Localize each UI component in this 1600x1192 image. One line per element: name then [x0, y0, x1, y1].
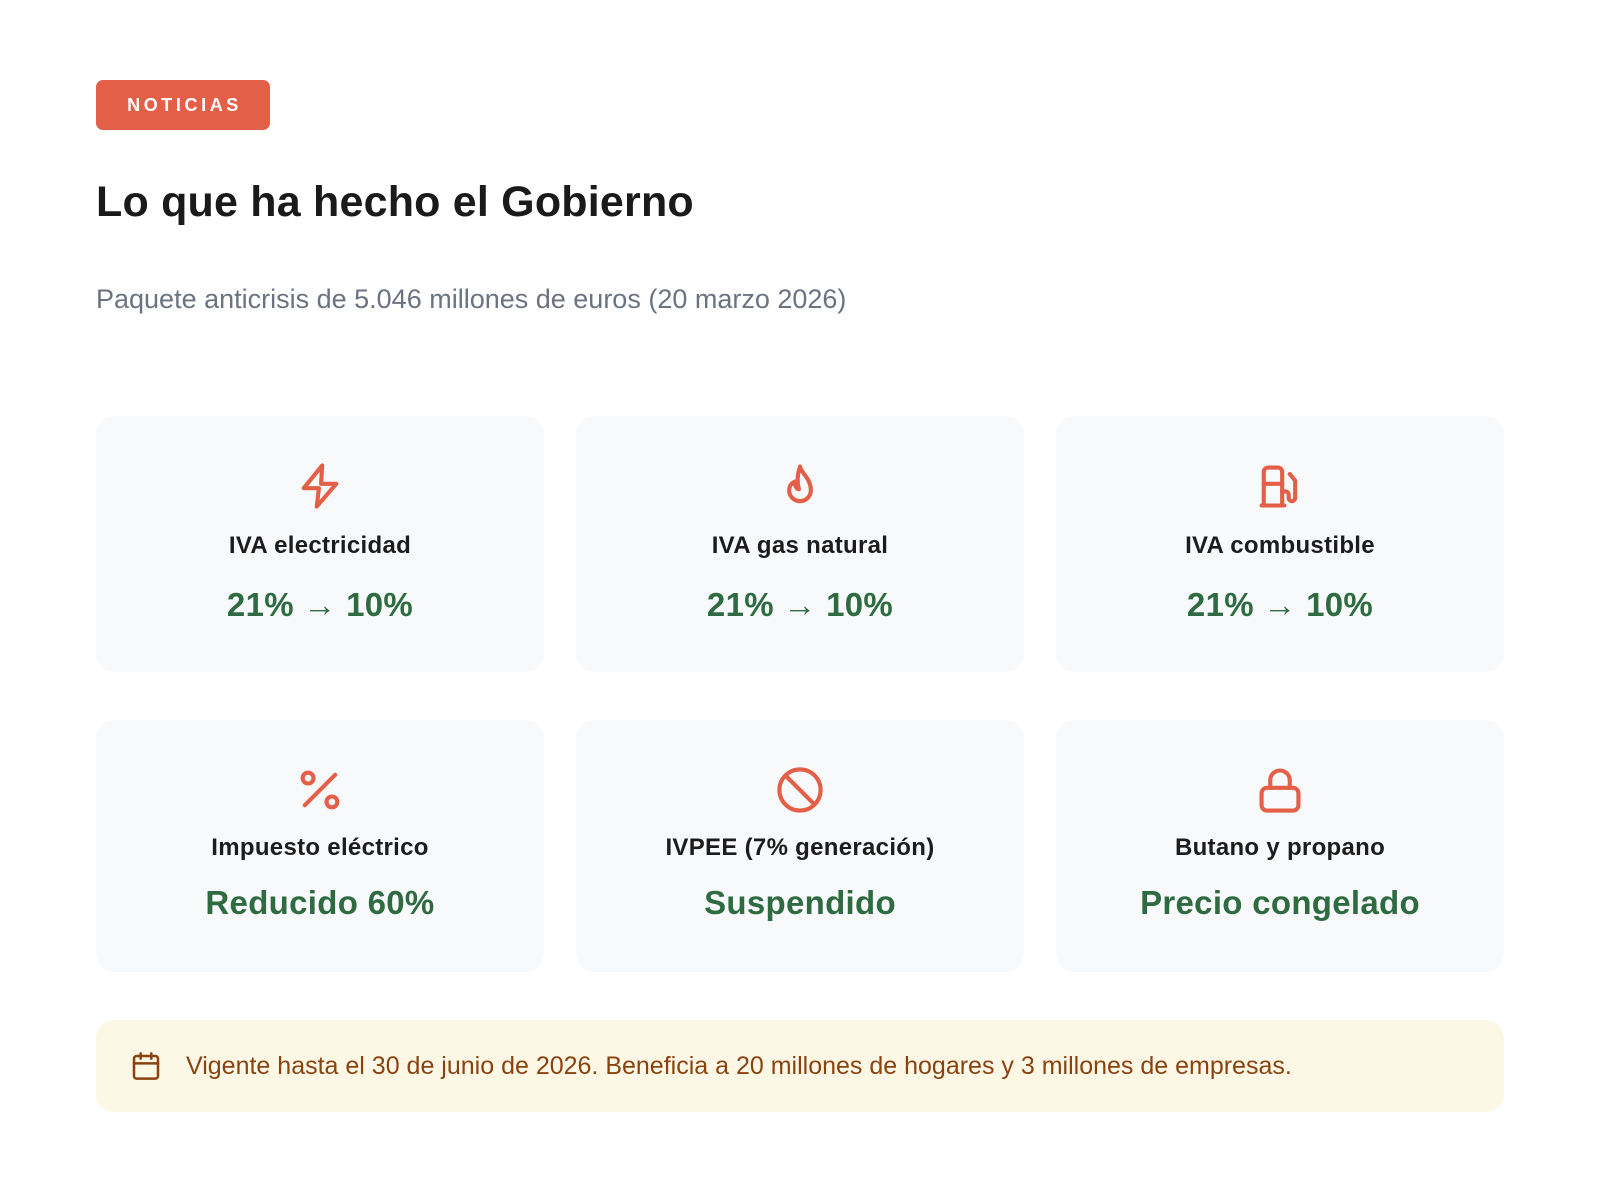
validity-banner: Vigente hasta el 30 de junio de 2026. Be… [96, 1020, 1504, 1112]
fuel-pump-icon [1254, 460, 1306, 512]
ban-icon [774, 764, 826, 816]
category-badge-label: NOTICIAS [127, 94, 242, 115]
measure-card-iva-gas-natural: IVA gas natural 21% → 10% [576, 416, 1024, 672]
measure-value: 21% → 10% [706, 586, 894, 623]
measure-label: IVA electricidad [228, 532, 412, 559]
measure-value: Precio congelado [1140, 884, 1420, 921]
calendar-icon [130, 1049, 162, 1083]
measure-value: Reducido 60% [205, 884, 435, 921]
percent-icon [294, 764, 346, 816]
measure-label: IVPEE (7% generación) [665, 834, 935, 861]
measure-label: Impuesto eléctrico [211, 834, 429, 861]
flame-icon [774, 460, 826, 512]
measure-value: 21% → 10% [1186, 586, 1374, 623]
measure-card-butano-propano: Butano y propano Precio congelado [1056, 720, 1504, 972]
validity-banner-text: Vigente hasta el 30 de junio de 2026. Be… [186, 1051, 1292, 1080]
measure-label: IVA combustible [1185, 532, 1375, 559]
measure-label: IVA gas natural [711, 532, 889, 559]
measure-label: Butano y propano [1174, 834, 1386, 861]
measure-card-iva-electricidad: IVA electricidad 21% → 10% [96, 416, 544, 672]
measure-card-ivpee: IVPEE (7% generación) Suspendido [576, 720, 1024, 972]
measure-value: 21% → 10% [226, 586, 414, 623]
page-title: Lo que ha hecho el Gobierno [96, 178, 694, 226]
measure-value: Suspendido [704, 884, 896, 921]
measure-card-iva-combustible: IVA combustible 21% → 10% [1056, 416, 1504, 672]
category-badge: NOTICIAS [96, 80, 270, 130]
lightning-icon [294, 460, 346, 512]
measures-grid: IVA electricidad 21% → 10% IVA gas natur… [96, 416, 1504, 972]
page-subtitle: Paquete anticrisis de 5.046 millones de … [96, 284, 847, 314]
lock-icon [1254, 764, 1306, 816]
measure-card-impuesto-electrico: Impuesto eléctrico Reducido 60% [96, 720, 544, 972]
